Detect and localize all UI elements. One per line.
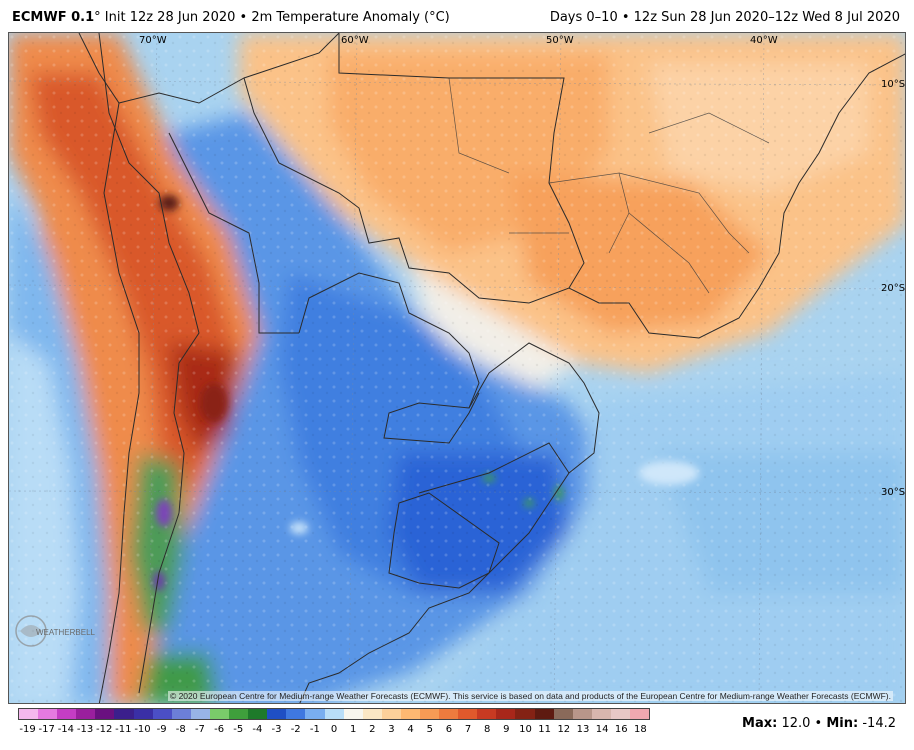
colorbar-tick-label: 5 xyxy=(426,724,433,735)
colorbar-swatch xyxy=(591,709,611,719)
colorbar-tick-label: -19 xyxy=(19,724,36,735)
colorbar-tick-label: -9 xyxy=(156,724,167,735)
colorbar-swatch xyxy=(152,709,172,719)
lat-label-10s: 10°S xyxy=(881,79,906,90)
colorbar-swatch xyxy=(209,709,230,719)
colorbar-swatch xyxy=(610,709,630,719)
map-panel: 70°W 60°W 50°W 40°W 10°S 20°S 30°S © 202… xyxy=(8,32,906,704)
anomaly-spots xyxy=(153,195,699,591)
colorbar-tick-label: 2 xyxy=(369,724,376,735)
colorbar-tick-label: -4 xyxy=(252,724,263,735)
colorbar-tick-label: -12 xyxy=(96,724,113,735)
colorbar-ticks: -19 -17 -14 -13 -12 -11 -10 -9 -8 -7 -6 -5 -4 -3 -2 -1 0… xyxy=(18,724,650,738)
colorbar-tick-label: 6 xyxy=(445,724,453,735)
colorbar-tick-label: 3 xyxy=(388,724,395,735)
colorbar-swatch xyxy=(630,709,650,719)
colorbar-tick-label: -3 xyxy=(271,724,282,735)
colorbar-swatch xyxy=(114,709,134,719)
colorbar-swatch xyxy=(267,709,287,719)
state-borders xyxy=(448,77,770,294)
run-info: Init 12z 28 Jun 2020 • 2m Temperature An… xyxy=(100,10,450,25)
lat-label-30s: 30°S xyxy=(881,487,906,498)
colorbar-swatch xyxy=(171,709,191,719)
stats-separator: • xyxy=(814,716,823,731)
colorbar-swatch xyxy=(496,709,516,719)
max-value: 12.0 xyxy=(781,716,811,731)
lon-label-40w: 40°W xyxy=(750,35,778,46)
copyright-notice: © 2020 European Centre for Medium-range … xyxy=(167,691,893,701)
colorbar-tick-label: -5 xyxy=(233,724,244,735)
field-texture xyxy=(9,33,905,703)
weatherbell-logo: WEATHERBELL xyxy=(14,614,98,648)
colorbar-tick-label: -7 xyxy=(194,724,205,735)
degree-symbol: ° xyxy=(94,10,101,25)
valid-period: Days 0–10 • 12z Sun 28 Jun 2020–12z Wed … xyxy=(549,10,900,25)
title-bar: ECMWF 0.1° Init 12z 28 Jun 2020 • 2m Tem… xyxy=(0,0,914,32)
lon-label-60w: 60°W xyxy=(341,35,369,46)
min-value: -14.2 xyxy=(862,716,896,731)
country-borders xyxy=(78,33,905,703)
colorbar-swatch xyxy=(400,709,420,719)
colorbar xyxy=(18,708,650,720)
colorbar-tick-label: -13 xyxy=(76,724,94,735)
colorbar-swatch xyxy=(38,709,58,719)
model-name: ECMWF 0.1 xyxy=(12,10,95,25)
colorbar-tick-label: 8 xyxy=(484,724,491,735)
colorbar-swatch xyxy=(286,709,306,719)
colorbar-swatch xyxy=(19,709,39,719)
min-max-readout: Max: 12.0 • Min: -14.2 xyxy=(742,716,896,731)
colorbar-tick-label: -6 xyxy=(214,724,225,735)
colorbar-swatch xyxy=(572,709,592,719)
colorbar-swatch xyxy=(553,709,573,719)
anomaly-map xyxy=(9,33,905,703)
colorbar-tick-label: -2 xyxy=(290,724,301,735)
colorbar-tick-label: 4 xyxy=(407,724,414,735)
colorbar-tick-label: 7 xyxy=(464,724,472,735)
min-label: Min: xyxy=(826,716,859,731)
lat-label-20s: 20°S xyxy=(881,283,906,294)
colorbar-swatch xyxy=(343,709,363,719)
colorbar-swatch xyxy=(190,709,210,719)
colorbar-swatch xyxy=(248,709,268,719)
colorbar-swatch xyxy=(324,709,344,719)
colorbar-tick-label: 16 xyxy=(614,724,628,735)
colorbar-tick-label: 14 xyxy=(595,724,609,735)
colorbar-swatch xyxy=(419,709,440,719)
colorbar-tick-label: 1 xyxy=(349,724,357,735)
colorbar-swatch xyxy=(362,709,382,719)
colorbar-tick-label: -10 xyxy=(134,724,151,735)
colorbar-tick-label: 10 xyxy=(519,724,532,735)
colorbar-tick-label: 13 xyxy=(576,724,590,735)
colorbar-swatch xyxy=(515,709,535,719)
colorbar-swatch xyxy=(76,709,96,719)
colorbar-tick-label: 11 xyxy=(538,724,552,735)
colorbar-swatch xyxy=(133,709,153,719)
colorbar-tick-label: 0 xyxy=(330,724,338,735)
colorbar-tick-label: -1 xyxy=(309,724,320,735)
colorbar-swatch xyxy=(381,709,401,719)
logo-text: WEATHERBELL xyxy=(36,628,96,637)
colorbar-swatch xyxy=(95,709,115,719)
colorbar-tick-label: 12 xyxy=(557,724,571,735)
colorbar-tick-label: -17 xyxy=(38,724,55,735)
lon-label-50w: 50°W xyxy=(546,35,574,46)
colorbar-tick-label: -14 xyxy=(57,724,75,735)
colorbar-tick-label: -11 xyxy=(115,724,132,735)
colorbar-swatch xyxy=(439,709,459,719)
colorbar-swatch xyxy=(57,709,77,719)
colorbar-swatch xyxy=(305,709,325,719)
title-left: ECMWF 0.1° Init 12z 28 Jun 2020 • 2m Tem… xyxy=(12,10,450,25)
colorbar-tick-label: 9 xyxy=(503,724,510,735)
colorbar-tick-label: 18 xyxy=(634,724,647,735)
colorbar-swatch xyxy=(229,709,249,719)
colorbar-swatch xyxy=(477,709,497,719)
graticule xyxy=(9,33,905,703)
colorbar-tick-label: -8 xyxy=(175,724,186,735)
colorbar-swatch xyxy=(458,709,478,719)
colorbar-swatch xyxy=(534,709,554,719)
lon-label-70w: 70°W xyxy=(139,35,167,46)
max-label: Max: xyxy=(742,716,778,731)
